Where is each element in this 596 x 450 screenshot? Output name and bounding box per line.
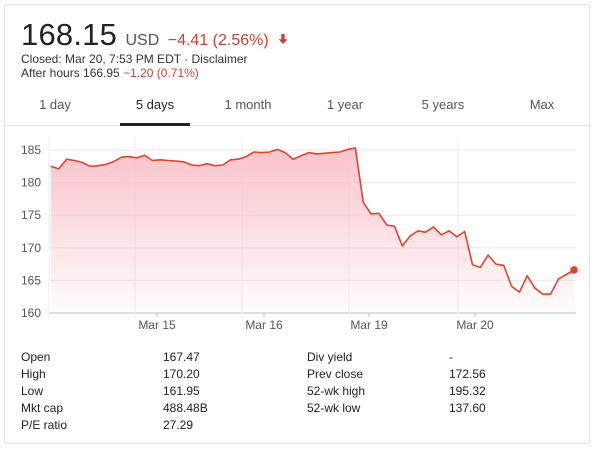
y-tick-label: 170 xyxy=(21,241,41,255)
y-tick-label: 160 xyxy=(21,306,41,320)
stat-label: Low xyxy=(21,384,44,398)
tab-5-days[interactable]: 5 days xyxy=(110,89,200,126)
after-hours-info: After hours 166.95 −1.20 (0.71%) xyxy=(21,66,199,80)
stat-value: 27.29 xyxy=(163,418,194,432)
x-tick-label: Mar 20 xyxy=(456,318,494,332)
stat-label: High xyxy=(21,367,46,381)
stat-value: 195.32 xyxy=(449,384,486,398)
x-tick-label: Mar 15 xyxy=(138,318,176,332)
price-change: −4.41 (2.56%) xyxy=(167,32,269,49)
range-tabs: 1 day 5 days 1 month 1 year 5 years Max xyxy=(5,89,589,126)
stat-value: 137.60 xyxy=(449,401,486,415)
stat-label: 52-wk high xyxy=(307,384,366,398)
last-price-dot xyxy=(570,266,578,274)
y-tick-label: 175 xyxy=(21,208,41,222)
stat-label: P/E ratio xyxy=(21,418,68,432)
stat-value: 488.48B xyxy=(163,401,208,415)
stat-label: 52-wk low xyxy=(307,401,361,415)
stock-quote-card: 168.15 USD −4.41 (2.56%) Closed: Mar 20,… xyxy=(4,4,590,444)
stat-value: - xyxy=(449,350,453,364)
tab-max[interactable]: Max xyxy=(529,97,555,112)
price-area-fill xyxy=(51,148,574,313)
tab-1-year[interactable]: 1 year xyxy=(326,97,364,112)
stock-price: 168.15 xyxy=(21,17,118,52)
y-tick-label: 180 xyxy=(21,176,41,190)
tab-1-day[interactable]: 1 day xyxy=(39,97,71,112)
tab-5-years[interactable]: 5 years xyxy=(421,97,465,112)
y-tick-label: 165 xyxy=(21,273,41,287)
tab-1-month[interactable]: 1 month xyxy=(224,97,272,112)
price-line xyxy=(50,147,575,295)
stat-value: 170.20 xyxy=(163,367,200,381)
stat-value: 167.47 xyxy=(163,350,200,364)
currency-label: USD xyxy=(125,32,160,49)
price-chart[interactable]: 160 165 170 175 180 185 Mar 15 Mar 16 Mar 19 Mar … xyxy=(5,125,589,345)
after-hours-price: After hours 166.95 xyxy=(21,66,120,80)
stat-label: Open xyxy=(21,350,51,364)
closed-info: Closed: Mar 20, 7:53 PM EDT · Disclaimer xyxy=(21,52,248,66)
stat-value: 161.95 xyxy=(163,384,200,398)
arrow-down-icon xyxy=(277,32,289,50)
stat-label: Div yield xyxy=(307,350,353,364)
y-tick-label: 185 xyxy=(21,143,41,157)
stat-label: Prev close xyxy=(307,367,364,381)
x-tick-label: Mar 19 xyxy=(350,318,388,332)
price-row: 168.15 USD −4.41 (2.56%) xyxy=(21,17,289,53)
stat-value: 172.56 xyxy=(449,367,486,381)
after-hours-change: −1.20 (0.71%) xyxy=(123,66,199,80)
x-tick-label: Mar 16 xyxy=(245,318,283,332)
stat-label: Mkt cap xyxy=(21,401,64,415)
